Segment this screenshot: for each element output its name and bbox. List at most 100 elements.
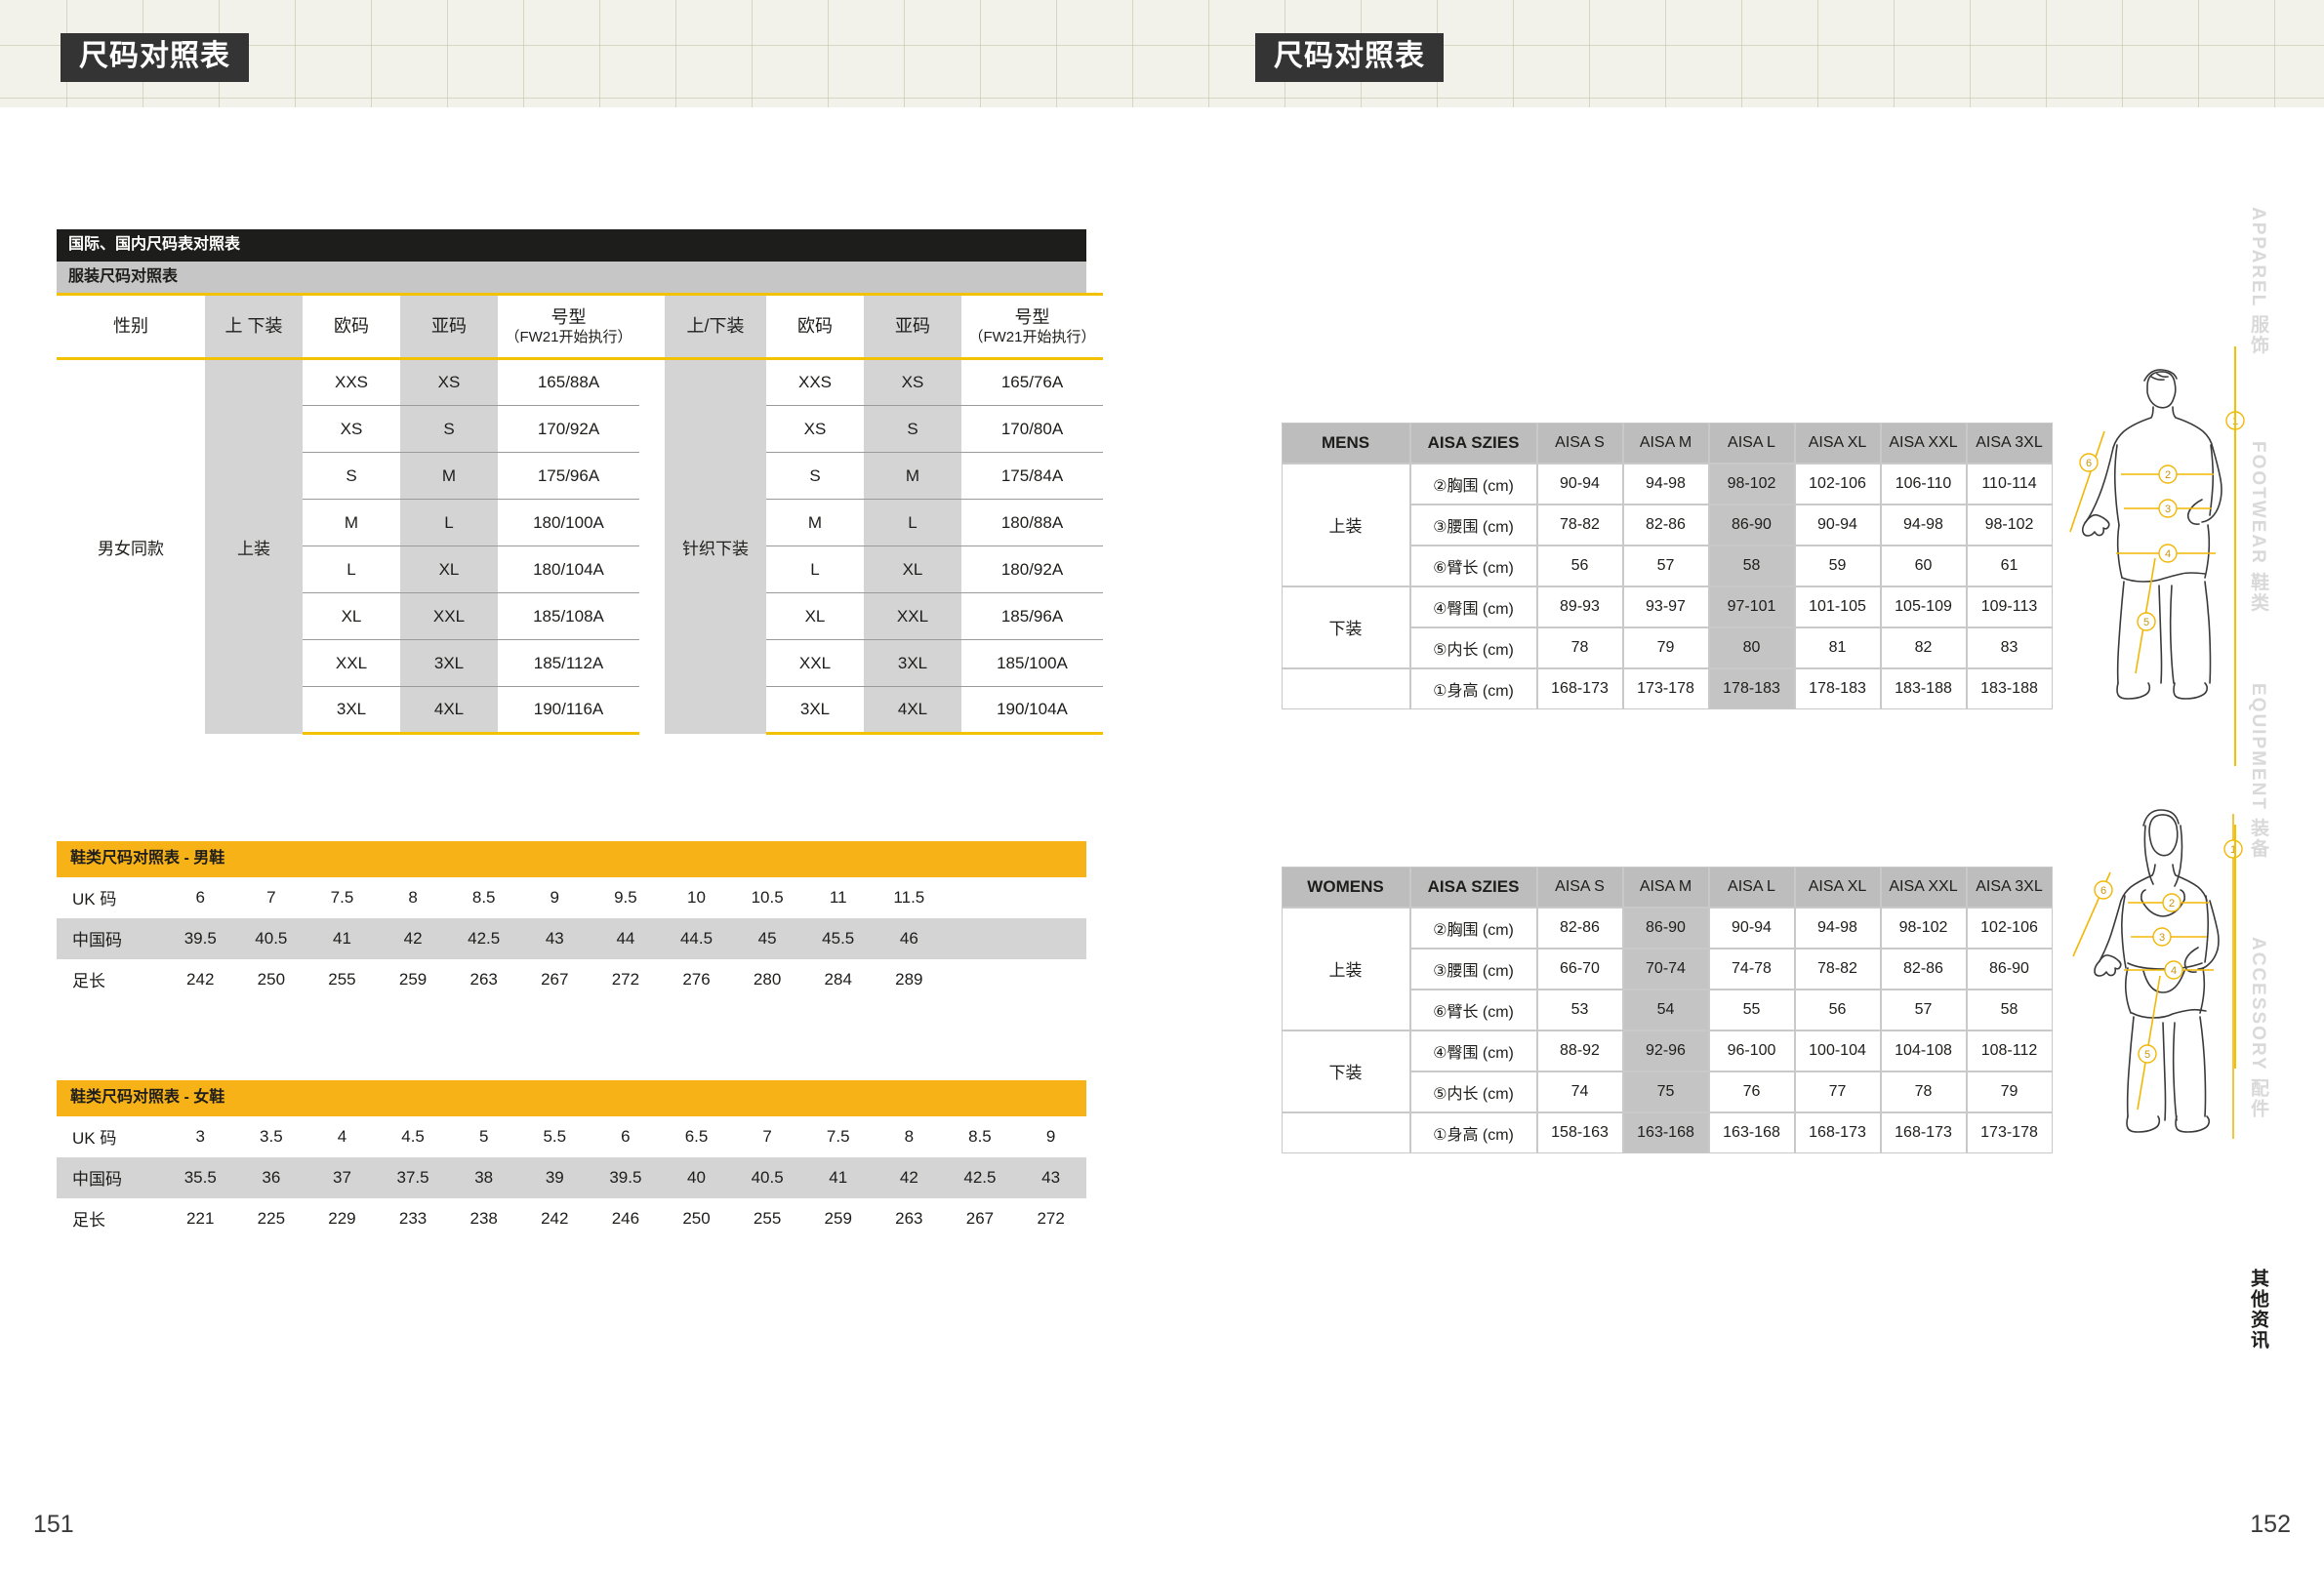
shoe-cell: 242 — [541, 1208, 569, 1228]
marker-waist: 3 — [2165, 504, 2171, 515]
mens-shoe-title: 鞋类尺码对照表 - 男鞋 — [57, 841, 1086, 877]
cell-asia-left: 4XL — [400, 686, 498, 736]
side-tab-accessory[interactable]: ACCESSORY 配件 — [2248, 937, 2268, 1119]
cell-eu-right: XS — [766, 405, 864, 453]
col-top-bottom-right: 上/下装 — [665, 293, 766, 361]
shoe-row: 中国码 35.5 36 37 37.5 38 39 39.5 40 40.5 41 42 42.5 43 — [57, 1156, 1086, 1198]
side-tab-apparel[interactable]: APPAREL 服饰 — [2248, 207, 2268, 356]
cell-asia-left: XXL — [400, 592, 498, 640]
measurement-row: ③腰围 (cm) 78-82 82-86 86-90 90-94 94-98 98-102 — [1282, 504, 2053, 546]
col-top-bottom-left: 上 下装 — [205, 293, 303, 361]
measurement-column-header: AISA XL — [1794, 866, 1881, 908]
measurement-metric-label: ③腰围 (cm) — [1409, 504, 1537, 546]
measurement-value-cell: 90-94 — [1536, 463, 1623, 505]
shoe-cell: 39.5 — [590, 1156, 662, 1198]
cell-asia-right: XS — [864, 358, 961, 406]
measurement-value-cell: 78-82 — [1794, 948, 1881, 990]
col-spec-right: 号型 （FW21开始执行） — [961, 293, 1103, 361]
measurement-value-cell: 76 — [1708, 1071, 1795, 1112]
measurement-value-cell: 74 — [1536, 1071, 1623, 1112]
marker-inseam: 5 — [2144, 1049, 2150, 1061]
cell-eu-left: S — [303, 452, 400, 500]
measurement-value-cell: 78-82 — [1536, 504, 1623, 546]
measurement-value-cell: 183-188 — [1880, 667, 1967, 709]
shoe-cell: 5.5 — [543, 1126, 567, 1146]
measurement-metric-label: ⑥臂长 (cm) — [1409, 545, 1537, 586]
measurement-row: ③腰围 (cm) 66-70 70-74 74-78 78-82 82-86 86-90 — [1282, 948, 2053, 990]
shoe-cell: 45 — [731, 917, 803, 959]
shoe-row-label: 中国码 — [57, 1156, 165, 1198]
measurement-value-cell: 79 — [1622, 626, 1709, 668]
shoe-cell: 36 — [235, 1156, 307, 1198]
side-tab-other-info[interactable]: 其他资讯 — [2248, 1269, 2268, 1351]
measurement-group-top: 上装 — [1281, 463, 1410, 586]
apparel-row: L XL 180/104A L XL 180/92A — [57, 546, 1103, 593]
cell-eu-left: L — [303, 546, 400, 593]
shoe-cell: 44.5 — [661, 917, 732, 959]
measurement-size-label: AISA SZIES — [1409, 422, 1537, 464]
measurement-metric-label: ②胸围 (cm) — [1409, 907, 1537, 949]
apparel-row: XS S 170/92A XS S 170/80A — [57, 405, 1103, 453]
shoe-cell — [945, 959, 1016, 1000]
measurement-value-cell: 110-114 — [1966, 463, 2053, 505]
measurement-value-cell: 96-100 — [1708, 1030, 1795, 1071]
shoe-cell: 238 — [469, 1208, 498, 1228]
spec-right-line2: （FW21开始执行） — [968, 328, 1096, 345]
measurement-value-cell: 105-109 — [1880, 586, 1967, 627]
measurement-metric-label: ①身高 (cm) — [1409, 667, 1537, 709]
shoe-cell: 250 — [257, 969, 286, 989]
col-asia-right: 亚码 — [864, 293, 961, 361]
cell-asia-left: XL — [400, 546, 498, 593]
shoe-cell: 10.5 — [751, 887, 784, 907]
measurement-column-header: AISA S — [1536, 422, 1623, 464]
shoe-cell: 42.5 — [448, 917, 519, 959]
cell-asia-left: 3XL — [400, 639, 498, 687]
shoe-cell: 242 — [186, 969, 215, 989]
side-tab-equipment[interactable]: EQUIPMENT 装备 — [2248, 683, 2268, 860]
shoe-cell: 35.5 — [164, 1156, 236, 1198]
shoe-cell: 41 — [802, 1156, 875, 1198]
cell-eu-left: XS — [303, 405, 400, 453]
page-number-right: 152 — [2250, 1511, 2291, 1538]
measurement-row: 上装 ②胸围 (cm) 82-86 86-90 90-94 94-98 98-102 102-… — [1281, 907, 2053, 1030]
measurement-row: ⑥臂长 (cm) 53 54 55 56 57 58 — [1282, 989, 2053, 1030]
shoe-row-label: UK 码 — [72, 1129, 117, 1149]
cell-asia-right: M — [864, 452, 961, 500]
shoe-cell: 3.5 — [260, 1126, 283, 1146]
shoe-cell: 233 — [398, 1208, 428, 1228]
page-title-right: 尺码对照表 — [1255, 33, 1444, 82]
side-rule-upper — [2234, 346, 2236, 766]
apparel-row: 3XL 4XL 190/116A 3XL 4XL 190/104A — [57, 686, 1103, 736]
side-tab-footwear[interactable]: FOOTWEAR 鞋类 — [2248, 441, 2268, 614]
measurement-value-cell: 77 — [1794, 1071, 1881, 1112]
measurement-value-cell: 168-173 — [1880, 1111, 1967, 1153]
cell-spec-right: 180/92A — [961, 546, 1103, 593]
measurement-value-cell: 82 — [1880, 626, 1967, 668]
shoe-cell: 43 — [518, 917, 591, 959]
shoe-cell: 40.5 — [235, 917, 307, 959]
measurement-value-cell: 102-106 — [1966, 907, 2053, 949]
cell-category-left: 上装 — [205, 358, 303, 734]
measurement-value-cell: 74-78 — [1708, 948, 1795, 990]
shoe-cell — [1015, 917, 1086, 959]
shoe-cell: 229 — [328, 1208, 356, 1228]
shoe-cell: 7.5 — [330, 887, 354, 907]
marker-waist: 3 — [2159, 932, 2165, 944]
mens-measurement-table: MENS AISA SZIES AISA S AISA M AISA L AISA XL A… — [1281, 422, 2053, 709]
cell-spec-right: 180/88A — [961, 499, 1103, 546]
measurement-metric-label: ②胸围 (cm) — [1409, 463, 1537, 505]
apparel-size-table: 性别 上 下装 欧码 亚码 号型 （FW21开始执行） 上/下装 欧码 亚码 号… — [57, 293, 1103, 736]
shoe-cell: 11.5 — [893, 887, 925, 907]
womens-shoe-title: 鞋类尺码对照表 - 女鞋 — [57, 1080, 1086, 1116]
measurement-value-cell: 86-90 — [1708, 504, 1795, 546]
measurement-value-cell: 56 — [1536, 545, 1623, 586]
shoe-cell: 7.5 — [826, 1126, 850, 1146]
apparel-row: M L 180/100A M L 180/88A — [57, 499, 1103, 546]
cell-asia-left: S — [400, 405, 498, 453]
cell-spec-left: 165/88A — [537, 373, 600, 392]
measurement-value-cell: 93-97 — [1622, 586, 1709, 627]
cell-eu-left: XXS — [334, 373, 369, 392]
measurement-column-header: AISA L — [1708, 422, 1795, 464]
row-separator — [639, 358, 665, 734]
marker-height: 1 — [2230, 844, 2236, 856]
